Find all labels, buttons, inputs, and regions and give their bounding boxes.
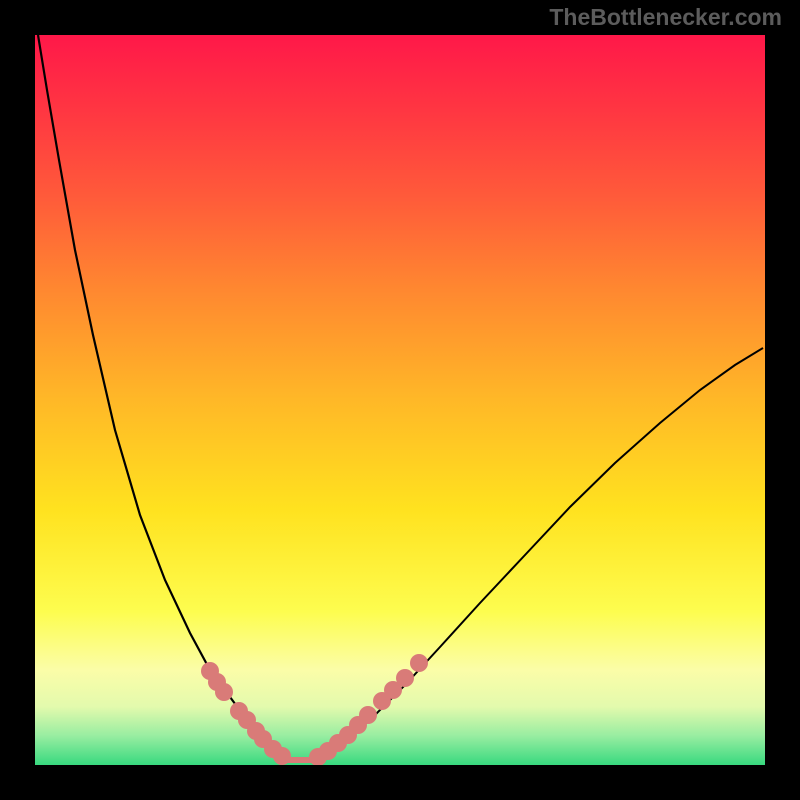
chart-frame: TheBottlenecker.com — [0, 0, 800, 800]
chart-svg — [35, 35, 765, 765]
watermark-text: TheBottlenecker.com — [549, 4, 782, 31]
gradient-background — [35, 35, 765, 765]
scatter-marker — [359, 706, 377, 724]
scatter-marker — [410, 654, 428, 672]
scatter-marker — [396, 669, 414, 687]
scatter-marker — [215, 683, 233, 701]
scatter-marker — [273, 747, 291, 765]
plot-area — [35, 35, 765, 765]
